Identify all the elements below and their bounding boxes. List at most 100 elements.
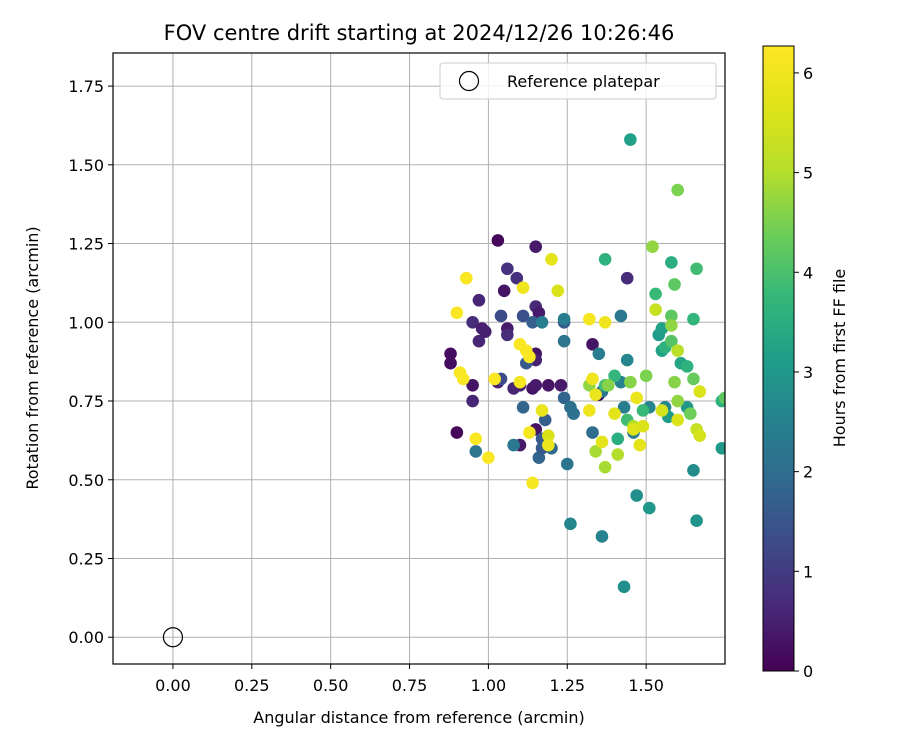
- data-point: [715, 441, 725, 455]
- data-point: [526, 476, 539, 490]
- data-point: [554, 378, 568, 392]
- colorbar-tick-label: 4: [803, 263, 813, 282]
- data-point: [472, 293, 486, 307]
- data-point: [516, 401, 530, 414]
- data-point: [491, 234, 505, 247]
- x-tick-label: 1.00: [471, 676, 507, 695]
- data-point: [516, 309, 530, 323]
- data-point: [450, 306, 464, 320]
- x-tick-label: 0.50: [313, 676, 349, 695]
- colorbar: 0 1 2 3 4 5 6 Hours from first FF file: [762, 45, 849, 681]
- data-point: [586, 338, 599, 351]
- data-point: [671, 183, 684, 197]
- data-point: [636, 404, 650, 417]
- data-point: [542, 378, 555, 392]
- data-point: [482, 451, 495, 465]
- data-point: [718, 391, 725, 405]
- data-point: [469, 445, 483, 458]
- data-point: [608, 407, 621, 420]
- data-point: [620, 353, 634, 367]
- data-point: [620, 271, 634, 285]
- data-point: [469, 432, 483, 446]
- data-point: [560, 457, 574, 471]
- data-point: [526, 315, 539, 329]
- data-point: [488, 372, 502, 386]
- data-point: [611, 448, 625, 461]
- data-point: [466, 378, 479, 392]
- data-point: [680, 360, 694, 373]
- reference-marker-group: [162, 627, 184, 648]
- data-point: [586, 372, 599, 386]
- data-point: [516, 281, 530, 294]
- data-point: [523, 426, 536, 439]
- colorbar-gradient: [762, 45, 795, 672]
- data-point: [598, 315, 612, 329]
- data-point: [598, 460, 612, 474]
- x-axis-title: Angular distance from reference (arcmin): [253, 708, 584, 727]
- data-point: [671, 344, 684, 357]
- data-point: [513, 338, 527, 351]
- data-point: [551, 284, 565, 298]
- y-tick-label: 1.25: [68, 235, 104, 254]
- y-tick-label: 0.50: [68, 471, 104, 490]
- data-point: [542, 438, 555, 452]
- data-point: [456, 372, 470, 386]
- data-point: [535, 404, 549, 417]
- data-point: [687, 372, 700, 386]
- data-point: [668, 278, 681, 291]
- data-point: [655, 404, 669, 417]
- data-point: [497, 284, 511, 298]
- colorbar-label: Hours from first FF file: [830, 269, 849, 448]
- data-point: [598, 252, 612, 266]
- legend: Reference platepar: [439, 62, 717, 100]
- data-point: [665, 309, 678, 323]
- data-point: [529, 240, 543, 253]
- data-point: [665, 319, 678, 332]
- data-point: [683, 407, 697, 420]
- y-tick-label: 0.00: [68, 628, 104, 647]
- x-axis-ticks: 0.00 0.25 0.50 0.75 1.00 1.25 1.50: [155, 664, 664, 695]
- y-tick-label: 0.75: [68, 392, 104, 411]
- x-tick-label: 0.75: [392, 676, 428, 695]
- data-point: [444, 356, 457, 370]
- data-point: [501, 328, 514, 342]
- data-point: [649, 287, 662, 301]
- y-tick-label: 1.00: [68, 313, 104, 332]
- data-point: [567, 407, 580, 420]
- data-point: [636, 419, 650, 433]
- x-tick-label: 1.25: [549, 676, 585, 695]
- legend-entry-reference: Reference platepar: [507, 72, 660, 91]
- data-point: [513, 375, 527, 389]
- data-point: [630, 489, 643, 502]
- data-point: [690, 514, 703, 527]
- data-point: [671, 413, 684, 427]
- data-point: [535, 315, 549, 329]
- data-point: [557, 334, 571, 348]
- data-point: [668, 375, 681, 389]
- data-point: [595, 530, 609, 543]
- data-point: [608, 369, 621, 383]
- colorbar-tick-label: 0: [803, 662, 813, 681]
- colorbar-tick-label: 1: [803, 562, 813, 581]
- chart-title: FOV centre drift starting at 2024/12/26 …: [164, 21, 675, 45]
- data-point: [690, 262, 703, 276]
- data-point: [583, 404, 596, 417]
- data-point: [687, 312, 700, 326]
- data-point: [611, 432, 625, 446]
- data-point: [624, 375, 637, 389]
- data-point: [633, 438, 647, 452]
- grid: [113, 53, 725, 664]
- data-point: [592, 347, 606, 361]
- x-tick-label: 0.25: [234, 676, 270, 695]
- data-point: [529, 378, 543, 392]
- data-point: [478, 325, 492, 339]
- y-tick-label: 1.75: [68, 77, 104, 96]
- data-point: [624, 133, 637, 146]
- data-point: [665, 334, 678, 348]
- data-point: [655, 322, 669, 335]
- data-point: [642, 501, 656, 515]
- data-point: [466, 394, 479, 408]
- data-point: [693, 385, 707, 398]
- data-point: [646, 240, 659, 253]
